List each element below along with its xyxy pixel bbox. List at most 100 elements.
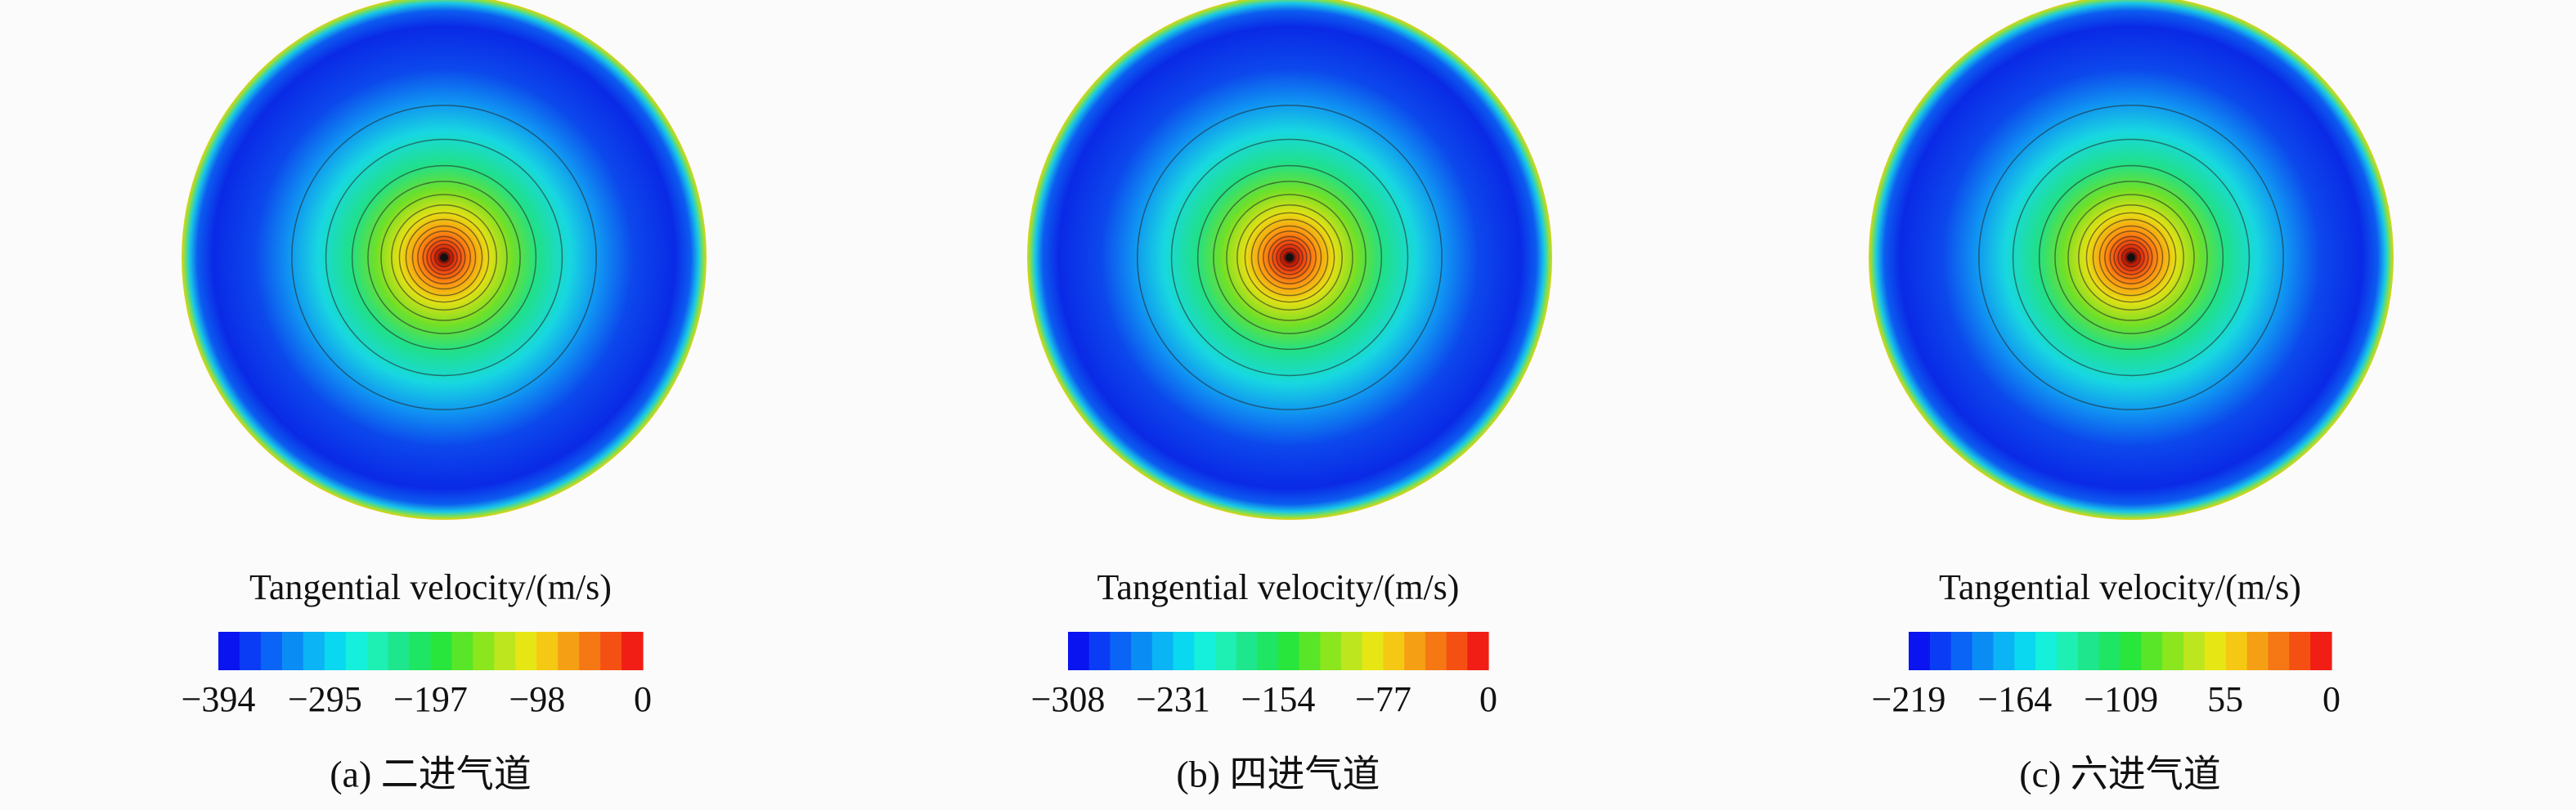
colorbar-block (1236, 632, 1258, 670)
colorbar-tick-label: −295 (288, 679, 362, 719)
contour-line (2078, 204, 2184, 311)
colorbar-block (218, 632, 240, 670)
colorbar-block (2268, 632, 2290, 670)
colorbar-tick-label: −219 (1872, 679, 1946, 719)
contour-line (367, 181, 521, 334)
contour-plot (182, 0, 707, 520)
colorbar-label: Tangential velocity/(m/s) (249, 567, 612, 607)
colorbar-block (494, 632, 516, 670)
contour-line (417, 230, 471, 284)
contour-line (2098, 225, 2164, 290)
colorbar-block (260, 632, 283, 670)
contour-plot (1027, 0, 1552, 520)
contour-line (2012, 138, 2251, 377)
colorbar-block (1214, 632, 1237, 670)
contour-line (430, 244, 458, 271)
contour-line (1263, 230, 1317, 284)
colorbar-tick-label: 0 (634, 679, 652, 719)
colorbar-block (2120, 632, 2142, 670)
colorbar-tick-label: −77 (1355, 679, 1411, 719)
caption: (b) 四进气道 (1176, 754, 1380, 795)
colorbar-block (1299, 632, 1321, 670)
contour-line (325, 138, 563, 377)
colorbar-block (1068, 632, 1090, 670)
center-dot (1286, 253, 1294, 262)
colorbar-block (303, 632, 325, 670)
colorbar-tick-label: 0 (1479, 679, 1497, 719)
colorbar-block (536, 632, 559, 670)
colorbar-block (579, 632, 601, 670)
contour-line (1137, 105, 1443, 410)
colorbar-block (600, 632, 622, 670)
contour-line (1257, 225, 1322, 290)
colorbar-block (2098, 632, 2121, 670)
colorbar-block (1909, 632, 1931, 670)
colorbar-tick-label: −98 (509, 679, 565, 719)
colorbar-block (1362, 632, 1384, 670)
colorbar-block (1425, 632, 1447, 670)
contour-line (1226, 194, 1353, 321)
contour-line (2125, 251, 2138, 264)
colorbar-label: Tangential velocity/(m/s) (1939, 567, 2301, 607)
contour-line (411, 225, 477, 290)
colorbar-tick-label: −164 (1977, 679, 2052, 719)
colorbar-block (473, 632, 495, 670)
colorbar-block (2183, 632, 2206, 670)
colorbar-block (515, 632, 537, 670)
colorbar-block (1257, 632, 1279, 670)
contour-line (1283, 251, 1296, 264)
colorbar-block (2225, 632, 2248, 670)
colorbar-block (558, 632, 580, 670)
colorbar-block (1088, 632, 1111, 670)
contour-line (1272, 239, 1308, 275)
colorbar-label: Tangential velocity/(m/s) (1097, 567, 1460, 607)
colorbar-block (2141, 632, 2163, 670)
colorbar-block (1278, 632, 1300, 670)
colorbar-block (1194, 632, 1216, 670)
contour-line (2067, 194, 2195, 321)
center-dot (440, 253, 448, 262)
center-dot (2127, 253, 2135, 262)
caption: (c) 六进气道 (2019, 754, 2221, 795)
colorbar-tick-label: −109 (2084, 679, 2158, 719)
colorbar-block (430, 632, 453, 670)
colorbar-block (2014, 632, 2036, 670)
colorbar-block (1341, 632, 1363, 670)
contour-line (1236, 204, 1343, 311)
contour-plot (1869, 0, 2394, 520)
contour-line (2109, 235, 2153, 280)
contour-line (351, 164, 537, 351)
contour-line (1978, 105, 2284, 410)
contour-line (1196, 164, 1383, 351)
colorbar-block (1151, 632, 1174, 670)
colorbar-block (1446, 632, 1468, 670)
colorbar-block (1320, 632, 1342, 670)
colorbar-tick-label: −394 (182, 679, 256, 719)
contour-line (1250, 218, 1329, 297)
colorbar-block (1929, 632, 1952, 670)
contour-line (391, 204, 497, 311)
colorbar-block (1404, 632, 1426, 670)
colorbar-block (1972, 632, 1994, 670)
colorbar-block (1110, 632, 1132, 670)
caption: (a) 二进气道 (330, 754, 532, 795)
colorbar-block (2310, 632, 2332, 670)
colorbar-block (1950, 632, 1973, 670)
contour-line (434, 248, 454, 267)
colorbar-block (1131, 632, 1153, 670)
colorbar-tick-label: −308 (1031, 679, 1106, 719)
colorbar-block (2035, 632, 2058, 670)
colorbar-block (1993, 632, 2015, 670)
colorbar-block (2246, 632, 2269, 670)
colorbar-block (239, 632, 262, 670)
contour-line (1244, 212, 1335, 303)
contour-line (2104, 230, 2158, 284)
colorbar-block (345, 632, 368, 670)
contour-line (2092, 218, 2170, 297)
colorbar-block (1173, 632, 1195, 670)
colorbar-block (324, 632, 347, 670)
contour-line (426, 239, 462, 275)
contour-line (2117, 244, 2145, 271)
colorbar-block (2289, 632, 2311, 670)
